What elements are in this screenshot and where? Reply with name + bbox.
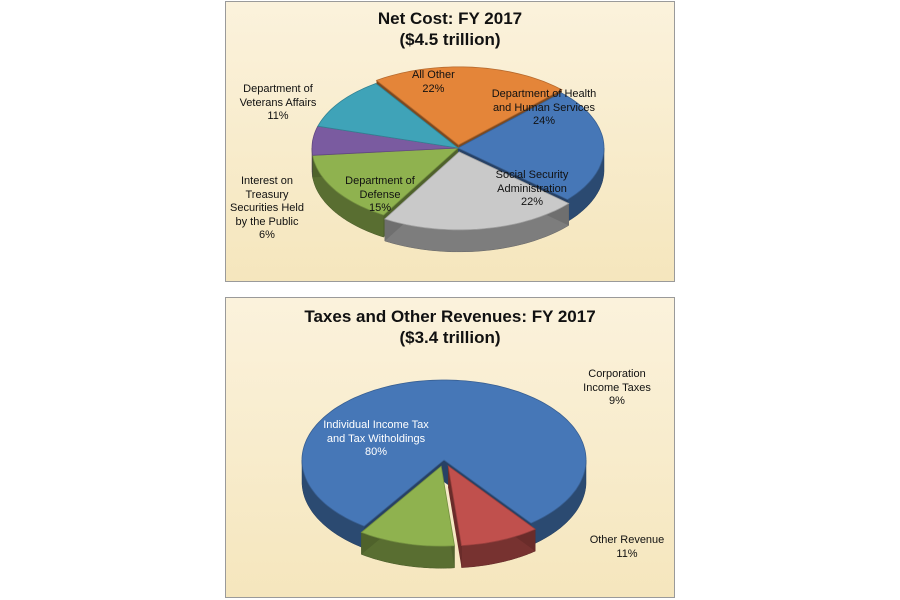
pie-slice-individual-income-tax-and-tax-witholdings xyxy=(301,379,587,527)
chart-title: Taxes and Other Revenues: FY 2017 ($3.4 … xyxy=(226,306,674,348)
slice-percent: 24% xyxy=(532,115,556,127)
chart-title-main: Taxes and Other Revenues: FY 2017 xyxy=(304,307,596,326)
pie-slice-department-of-health-and-human-services xyxy=(457,92,605,201)
pie-slice-edge-corporation-income-taxes xyxy=(448,465,462,568)
slice-percent: 6% xyxy=(259,229,275,241)
slice-percent: 15% xyxy=(368,202,392,214)
slice-label-text: Individual Income Tax and Tax Witholding… xyxy=(323,419,429,445)
slice-percent: 11% xyxy=(616,547,638,560)
slice-label-text: Department of Health and Human Services xyxy=(491,88,597,114)
slice-label-hhs: Department of Health and Human Services … xyxy=(488,88,600,129)
slice-percent: 11% xyxy=(267,110,289,122)
chart-title: Net Cost: FY 2017 ($4.5 trillion) xyxy=(226,8,674,50)
revenue-pie xyxy=(301,379,587,569)
chart-subtitle: ($4.5 trillion) xyxy=(399,30,501,49)
slice-label-va: Department of Veterans Affairs 11% xyxy=(230,83,326,124)
chart-subtitle: ($3.4 trillion) xyxy=(399,328,501,347)
slice-label-text: All Other xyxy=(412,69,455,81)
slice-label-ssa: Social Security Administration 22% xyxy=(482,169,582,210)
slice-label-other-revenue: Other Revenue 11% xyxy=(584,534,670,561)
pie-slice-all-other xyxy=(375,66,563,146)
slice-percent: 9% xyxy=(609,395,625,407)
slice-label-text: Other Revenue xyxy=(589,534,665,546)
slice-label-text: Corporation Income Taxes xyxy=(583,368,651,394)
pie-slice-other-revenue xyxy=(360,465,455,547)
slice-label-text: Interest on Treasury Securities Held by … xyxy=(230,175,304,228)
pie-slice-department-of-defense xyxy=(312,147,460,216)
pie-slice-corporation-income-taxes xyxy=(447,465,537,547)
revenue-chart-panel: Taxes and Other Revenues: FY 2017 ($3.4 … xyxy=(225,297,675,598)
slice-label-individual: Individual Income Tax and Tax Witholding… xyxy=(322,419,430,460)
slice-label-corporation: Corporation Income Taxes 9% xyxy=(574,368,660,409)
slice-label-interest: Interest on Treasury Securities Held by … xyxy=(228,175,306,243)
net-cost-pie xyxy=(311,66,605,253)
slice-percent: 22% xyxy=(520,196,544,208)
slice-label-defense: Department of Defense 15% xyxy=(334,175,426,216)
pie-slice-department-of-veterans-affairs xyxy=(317,83,460,149)
pie-slice-interest-on-treasury-securities-held-by-the-public xyxy=(311,125,459,156)
slice-label-text: Social Security Administration xyxy=(495,169,569,195)
slice-label-text: Department of Veterans Affairs xyxy=(239,83,317,109)
chart-title-main: Net Cost: FY 2017 xyxy=(377,9,523,28)
net-cost-chart-panel: Net Cost: FY 2017 ($4.5 trillion) All Ot… xyxy=(225,1,675,282)
slice-percent: 80% xyxy=(364,446,388,458)
slice-label-text: Department of Defense xyxy=(345,175,415,201)
slice-label-all-other: All Other 22% xyxy=(412,69,455,96)
pie-slice-social-security-administration xyxy=(384,151,570,231)
slice-percent: 22% xyxy=(422,82,445,95)
